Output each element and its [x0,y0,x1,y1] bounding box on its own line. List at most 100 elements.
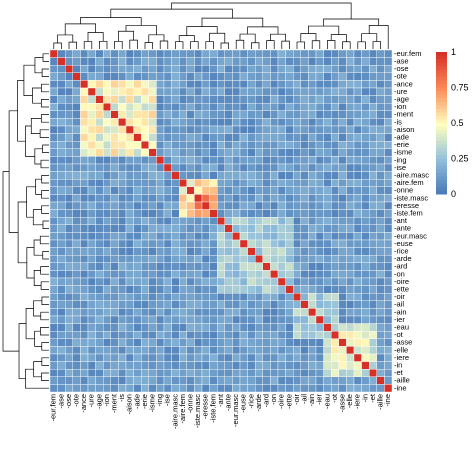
heatmap-cell [186,140,195,149]
heatmap-cell [224,315,233,324]
colorbar-segment [436,123,447,128]
heatmap-cell [125,293,134,302]
heatmap-cell [369,247,378,256]
heatmap-cell [247,125,256,134]
heatmap-cell [95,57,104,66]
heatmap-cell [80,57,89,66]
heatmap-cell [285,178,294,187]
heatmap-cell [133,346,142,355]
heatmap-cell [102,315,111,324]
heatmap-cell [156,209,165,218]
heatmap-cell [57,224,66,233]
heatmap-cell [353,270,362,279]
heatmap-cell [323,87,332,96]
heatmap-cell [308,72,317,81]
heatmap-cell [293,331,302,340]
heatmap-cell [118,148,127,157]
heatmap-cell [262,300,271,309]
column-labels: -eur.fem-ase-ose-ote-ance-ure-age-ion-me… [49,393,392,429]
heatmap-cell [95,293,104,302]
heatmap-cell [361,110,370,119]
heatmap-cell [80,64,89,73]
heatmap-cell [285,64,294,73]
heatmap-cell [102,254,111,263]
heatmap-cell [331,376,340,385]
heatmap-cell [133,277,142,286]
heatmap-cell [148,194,157,203]
heatmap-cell [186,285,195,294]
heatmap-cell [80,277,89,286]
heatmap-cell [239,369,248,378]
heatmap-cell [315,247,324,256]
heatmap-cell [194,361,203,370]
heatmap-cell [300,331,309,340]
dendrogram-branch [33,270,42,286]
heatmap-cell [369,338,378,347]
heatmap-cell [140,110,149,119]
heatmap-cell [133,171,142,180]
heatmap-cell [254,201,263,210]
heatmap-cell [247,270,256,279]
heatmap-cell [95,270,104,279]
heatmap-cell [216,57,225,66]
heatmap-cell [95,163,104,172]
heatmap-cell [148,133,157,142]
row-label: -arde [394,254,412,263]
heatmap-cell [201,194,210,203]
heatmap-cell [277,148,286,157]
heatmap-cell [224,293,233,302]
heatmap-cell [72,331,81,340]
heatmap-cell [201,239,210,248]
heatmap-cell [247,102,256,111]
dendrogram-branch [2,171,20,352]
heatmap-cell [369,80,378,89]
heatmap-cell [110,156,119,165]
heatmap-cell [285,224,294,233]
heatmap-cell [293,338,302,347]
heatmap-cell [87,346,96,355]
heatmap-cell [239,178,248,187]
heatmap-cell [95,80,104,89]
heatmap-cell [49,87,58,96]
heatmap-cell [323,80,332,89]
dendrogram-branch [148,34,165,43]
heatmap-cell [95,118,104,127]
heatmap-cell [384,209,393,218]
heatmap-cell [293,194,302,203]
heatmap-cell [49,338,58,347]
heatmap-cell [293,277,302,286]
heatmap-cell [133,125,142,134]
heatmap-cell [87,293,96,302]
heatmap-cell [300,80,309,89]
heatmap-cell [171,293,180,302]
heatmap-cell [277,384,286,393]
heatmap-cell [323,140,332,149]
heatmap-cell [293,376,302,385]
heatmap-cell [224,384,233,393]
row-label: -ine [394,383,407,392]
heatmap-cell [110,140,119,149]
heatmap-cell [133,216,142,225]
heatmap-cell [57,338,66,347]
row-label: -eresse [394,201,419,210]
heatmap-cell [95,72,104,81]
heatmap-cell [216,369,225,378]
heatmap-cell [148,369,157,378]
heatmap-cell [216,331,225,340]
heatmap-cell [239,353,248,362]
heatmap-cell [331,171,340,180]
heatmap-cell [87,95,96,104]
heatmap-cell [72,148,81,157]
heatmap-cell [254,353,263,362]
heatmap-cell [194,171,203,180]
heatmap-cell [171,64,180,73]
heatmap-cell [171,171,180,180]
heatmap-cell [285,102,294,111]
heatmap-cell [361,178,370,187]
heatmap-cell [102,262,111,271]
heatmap-cell [270,156,279,165]
heatmap-cell [110,323,119,332]
heatmap-cell [315,49,324,58]
heatmap-cell [247,201,256,210]
heatmap-cell [293,95,302,104]
